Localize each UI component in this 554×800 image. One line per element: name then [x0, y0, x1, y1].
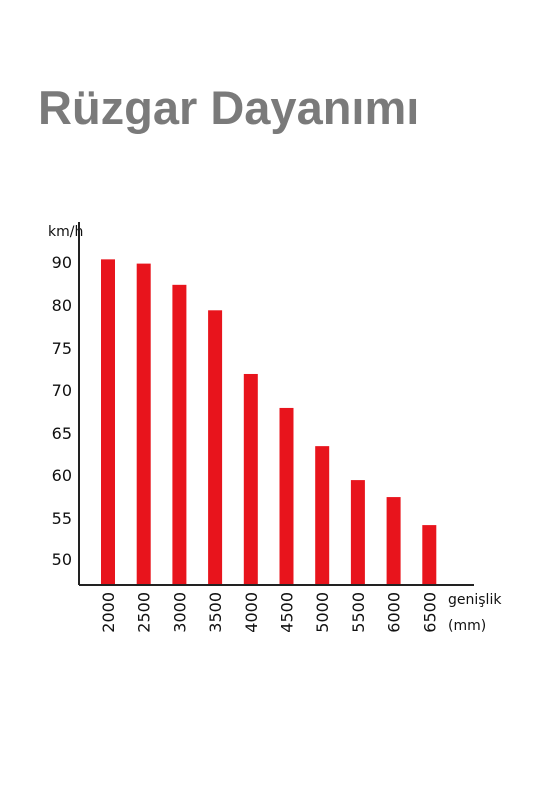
y-tick-label: 70 — [52, 381, 72, 400]
y-tick-labels: 50 55 60 65 70 75 80 90 — [52, 253, 72, 569]
y-tick-label: 55 — [52, 509, 72, 528]
y-tick-label: 65 — [52, 424, 72, 443]
x-tick-label: 2500 — [135, 592, 154, 633]
x-tick-label: 3000 — [170, 592, 189, 633]
x-tick-label: 5500 — [349, 592, 368, 633]
x-tick-label: 6500 — [420, 592, 439, 633]
x-tick-label: 2000 — [99, 592, 118, 633]
bar — [315, 446, 330, 585]
page-title: Rüzgar Dayanımı — [38, 81, 420, 134]
bar — [208, 310, 223, 585]
bar — [101, 259, 115, 585]
y-tick-label: 50 — [52, 550, 72, 569]
bar — [279, 407, 294, 585]
bar — [386, 497, 401, 585]
x-axis-unit: (mm) — [448, 618, 486, 634]
y-tick-label: 60 — [52, 466, 72, 485]
x-tick-label: 3500 — [206, 592, 225, 633]
y-tick-label: 75 — [52, 339, 72, 358]
x-tick-label: 4500 — [278, 592, 297, 633]
bars — [101, 259, 437, 585]
bar — [172, 284, 187, 585]
bar — [422, 525, 437, 585]
y-tick-label: 80 — [52, 296, 72, 315]
x-tick-labels: 2000 2500 3000 3500 4000 4500 5000 5500 6000 6500 — [99, 592, 439, 633]
x-tick-label: 6000 — [385, 592, 404, 633]
x-axis-title: genişlik — [448, 592, 502, 608]
y-tick-label: 90 — [52, 253, 72, 272]
x-tick-label: 4000 — [242, 592, 261, 633]
x-tick-label: 5000 — [313, 592, 332, 633]
y-axis-title: km/h — [48, 224, 83, 240]
bar — [243, 373, 258, 585]
bar — [136, 263, 151, 585]
bar — [350, 480, 365, 585]
